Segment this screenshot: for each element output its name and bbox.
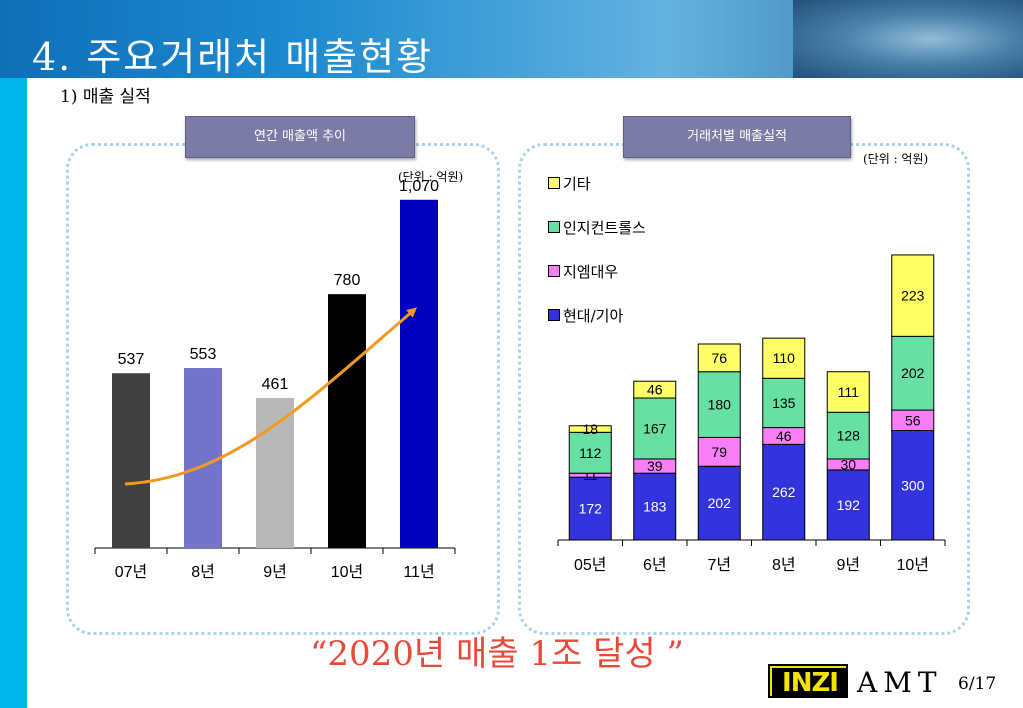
tick-label: 7년 xyxy=(707,556,731,574)
bar-segment xyxy=(826,469,870,541)
legend-label-other: 기타 xyxy=(563,175,591,193)
tick-label: 05년 xyxy=(574,556,607,574)
bar xyxy=(400,199,438,548)
customer-sales-panel-label: 거래처별 매출실적 xyxy=(623,116,851,158)
legend-label-hyundai-kia: 현대/기아 xyxy=(563,307,624,325)
inzi-logo: INZI xyxy=(768,664,848,698)
company-name: AMT xyxy=(857,666,943,699)
bar xyxy=(328,294,366,548)
tick-label: 9년 xyxy=(836,556,860,574)
data-label: 128 xyxy=(837,428,861,444)
tick-label: 07년 xyxy=(115,563,148,581)
bar-segment xyxy=(826,371,870,413)
data-label: 135 xyxy=(772,395,796,411)
bar-segment xyxy=(568,425,612,433)
data-label: 172 xyxy=(579,501,603,517)
legend-item-hyundai-kia: 현대/기아 xyxy=(548,305,623,326)
legend-swatch-other xyxy=(548,177,560,189)
tick-label: 11년 xyxy=(403,563,434,581)
bar-segment xyxy=(568,476,612,541)
data-label: 18 xyxy=(582,421,598,437)
annual-sales-unit: (단위 : 억원) xyxy=(398,170,464,184)
bar-segment xyxy=(697,436,741,467)
handshake-image xyxy=(793,0,1023,78)
data-label: 112 xyxy=(579,445,602,461)
tick-label: 10년 xyxy=(896,556,929,574)
data-label: 202 xyxy=(708,495,732,511)
data-label: 180 xyxy=(708,397,732,413)
data-label: 553 xyxy=(190,346,217,363)
customer-sales-unit: (단위 : 억원) xyxy=(863,152,929,166)
legend-swatch-hyundai-kia xyxy=(548,309,560,321)
bar-segment xyxy=(891,335,935,411)
legend-swatch-inzi-controls xyxy=(548,221,560,233)
bar-segment xyxy=(826,411,870,460)
legend-swatch-gm-daewoo xyxy=(548,265,560,277)
title-banner: 4. 주요거래처 매출현황 xyxy=(0,0,1023,78)
data-label: 202 xyxy=(901,365,925,381)
data-label: 262 xyxy=(772,484,796,500)
data-label: 56 xyxy=(905,412,921,428)
trend-arrow xyxy=(124,307,418,486)
section-subtitle: 1) 매출 실적 xyxy=(60,87,151,107)
page-number: 6/17 xyxy=(958,674,997,694)
bar-segment xyxy=(697,343,741,373)
data-label: 30 xyxy=(840,456,856,472)
data-label: 223 xyxy=(901,288,925,304)
bar xyxy=(256,397,294,548)
data-label: 39 xyxy=(647,458,663,474)
bar-segment xyxy=(633,380,677,399)
data-label: 46 xyxy=(776,428,792,444)
tick-label: 6년 xyxy=(643,556,667,574)
data-label: 300 xyxy=(901,477,925,493)
data-label: 461 xyxy=(262,376,289,393)
data-label: 183 xyxy=(643,499,667,515)
tick-label: 8년 xyxy=(191,563,215,581)
tick-label: 9년 xyxy=(263,563,287,581)
legend-item-inzi-controls: 인지컨트롤스 xyxy=(548,217,646,238)
data-label: 111 xyxy=(838,384,859,400)
bar-segment xyxy=(891,254,935,337)
legend-item-gm-daewoo: 지엠대우 xyxy=(548,261,618,282)
data-label: 76 xyxy=(711,350,727,366)
tick-label: 8년 xyxy=(772,556,796,574)
annual-sales-panel-label: 연간 매출액 추이 xyxy=(185,116,415,158)
bar-segment xyxy=(697,371,741,438)
page-title: 4. 주요거래처 매출현황 xyxy=(32,35,434,78)
data-label: 167 xyxy=(643,420,667,436)
legend-label-gm-daewoo: 지엠대우 xyxy=(563,263,619,281)
bar xyxy=(184,368,222,548)
inzi-logo-text: INZI xyxy=(772,668,848,698)
data-label: 46 xyxy=(647,382,663,398)
data-label: 537 xyxy=(118,351,145,368)
left-accent-strip xyxy=(0,0,27,708)
bar-segment xyxy=(633,472,677,541)
data-label: 192 xyxy=(837,497,861,513)
data-label: 1,070 xyxy=(399,178,439,195)
data-label: 780 xyxy=(334,272,361,289)
slogan-text: “2020년 매출 1조 달성 ” xyxy=(310,634,684,674)
tick-label: 10년 xyxy=(331,563,364,581)
legend-label-inzi-controls: 인지컨트롤스 xyxy=(563,219,646,237)
bar-segment xyxy=(891,430,935,541)
bar-segment xyxy=(762,443,806,541)
legend-item-other: 기타 xyxy=(548,173,591,194)
bar-segment xyxy=(633,397,677,460)
bar xyxy=(112,373,150,548)
data-label: 79 xyxy=(711,444,727,460)
data-label: 110 xyxy=(773,350,796,366)
bar-segment xyxy=(762,337,806,379)
bar-segment xyxy=(762,377,806,429)
bar-segment xyxy=(697,465,741,541)
